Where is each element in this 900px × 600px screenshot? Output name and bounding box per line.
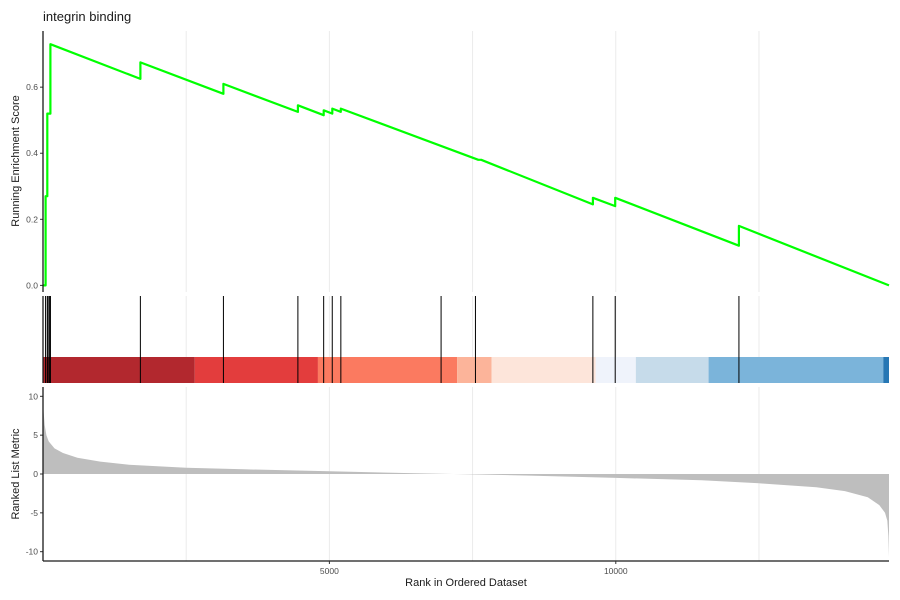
ranked-metric-y-axis-title: Ranked List Metric: [10, 428, 22, 520]
x-axis-title: Rank in Ordered Dataset: [405, 577, 527, 589]
y-tick-label: 0.6: [26, 82, 38, 92]
y-tick-label: 0.2: [26, 214, 38, 224]
enrichment-y-axis-title: Running Enrichment Score: [10, 95, 22, 226]
color-bar-segment: [43, 357, 195, 383]
y-tick-label: -10: [26, 547, 39, 557]
color-bar-segment: [883, 357, 889, 383]
enrichment-y-axis: 0.0 0.2 0.4 0.6: [26, 82, 43, 290]
color-bar-segment: [194, 357, 318, 383]
enrichment-gridlines: [185, 31, 760, 292]
ranked-metric-panel: 10 5 0 -5 -10 5000 10000 Ranked List Metric R…: [10, 387, 889, 589]
color-bar-segment: [635, 357, 709, 383]
y-tick-label: 0: [33, 469, 38, 479]
y-tick-label: 0.0: [26, 280, 38, 290]
hits-panel: [42, 296, 889, 383]
gene-hit-marks: [45, 296, 740, 383]
y-tick-label: -5: [30, 508, 38, 518]
plot-title: integrin binding: [43, 9, 131, 24]
ranked-metric-y-axis: 10 5 0 -5 -10: [26, 391, 43, 557]
y-tick-label: 10: [29, 391, 39, 401]
running-enrichment-line: [43, 43, 890, 287]
y-tick-label: 5: [33, 430, 38, 440]
ranked-color-bar: [43, 357, 889, 383]
y-tick-label: 0.4: [26, 148, 38, 158]
x-axis: 5000 10000: [320, 561, 628, 576]
color-bar-segment: [457, 357, 492, 383]
color-bar-segment: [595, 357, 636, 383]
color-bar-segment: [708, 357, 884, 383]
enrichment-panel: 0.0 0.2 0.4 0.6 Running Enrichment Score: [10, 31, 890, 292]
x-tick-label: 10000: [604, 566, 628, 576]
ranked-metric-area: [43, 396, 889, 558]
x-tick-label: 5000: [320, 566, 339, 576]
color-bar-segment: [317, 357, 458, 383]
color-bar-segment: [491, 357, 596, 383]
